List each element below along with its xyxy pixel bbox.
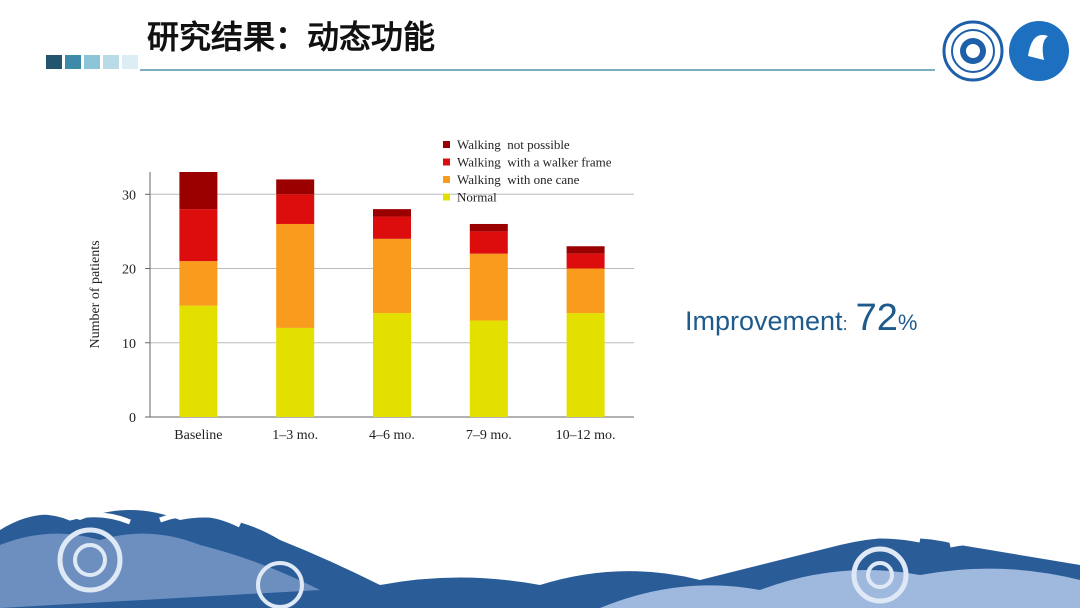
- bar-segment: [179, 305, 218, 417]
- note-colon: :: [843, 314, 848, 334]
- y-axis-label: Number of patients: [88, 240, 103, 348]
- x-tick-label: Baseline: [174, 428, 222, 443]
- bar-segment: [566, 253, 605, 269]
- legend-swatch: [443, 141, 450, 148]
- note-unit: %: [898, 310, 918, 335]
- bar-segment: [469, 320, 508, 417]
- legend-swatch: [443, 193, 450, 201]
- logo-left: [942, 20, 1004, 82]
- y-tick-label: 20: [122, 263, 136, 278]
- x-tick-label: 7–9 mo.: [466, 428, 512, 443]
- x-tick-label: 10–12 mo.: [556, 428, 616, 443]
- y-tick-label: 0: [129, 411, 136, 426]
- note-value: 72: [856, 297, 898, 339]
- bar-segment: [469, 231, 508, 254]
- legend-label: Walking with a walker frame: [457, 155, 612, 170]
- x-tick-label: 4–6 mo.: [369, 428, 415, 443]
- wave-decoration: [0, 509, 1080, 608]
- slide-title: 研究结果：动态功能: [147, 19, 435, 55]
- y-tick-label: 10: [122, 337, 136, 352]
- x-tick-label: 1–3 mo.: [272, 428, 318, 443]
- bar-segment: [373, 216, 411, 239]
- bar-segment: [179, 172, 218, 210]
- bar-segment: [276, 179, 315, 195]
- bar-segment: [566, 268, 605, 314]
- bar-segment: [179, 209, 218, 262]
- legend-label: Walking not possible: [457, 137, 570, 152]
- bar-segment: [566, 313, 605, 417]
- note-label: Improvement: [685, 306, 843, 336]
- bar-segment: [469, 253, 508, 321]
- bar-segment: [373, 209, 411, 217]
- bar-segment: [566, 246, 605, 254]
- legend-label: Walking with one cane: [457, 172, 580, 187]
- legend-swatch: [443, 176, 450, 183]
- bar-segment: [373, 238, 411, 314]
- logo-right: [1009, 21, 1069, 81]
- legend-label: Normal: [457, 190, 497, 205]
- chart: 0 10 20 30 Number of patients Baseline 1–3 mo.…: [88, 137, 634, 443]
- bar-segment: [373, 313, 411, 417]
- bar-segment: [276, 327, 315, 417]
- bar-segment: [179, 261, 218, 306]
- legend-swatch: [443, 158, 450, 166]
- header-squares: [46, 55, 138, 69]
- y-tick-label: 30: [122, 188, 136, 203]
- bar-segment: [276, 223, 315, 328]
- bar-segment: [276, 194, 315, 224]
- bar-segment: [469, 223, 508, 232]
- improvement-note: Improvement: 72%: [685, 297, 917, 339]
